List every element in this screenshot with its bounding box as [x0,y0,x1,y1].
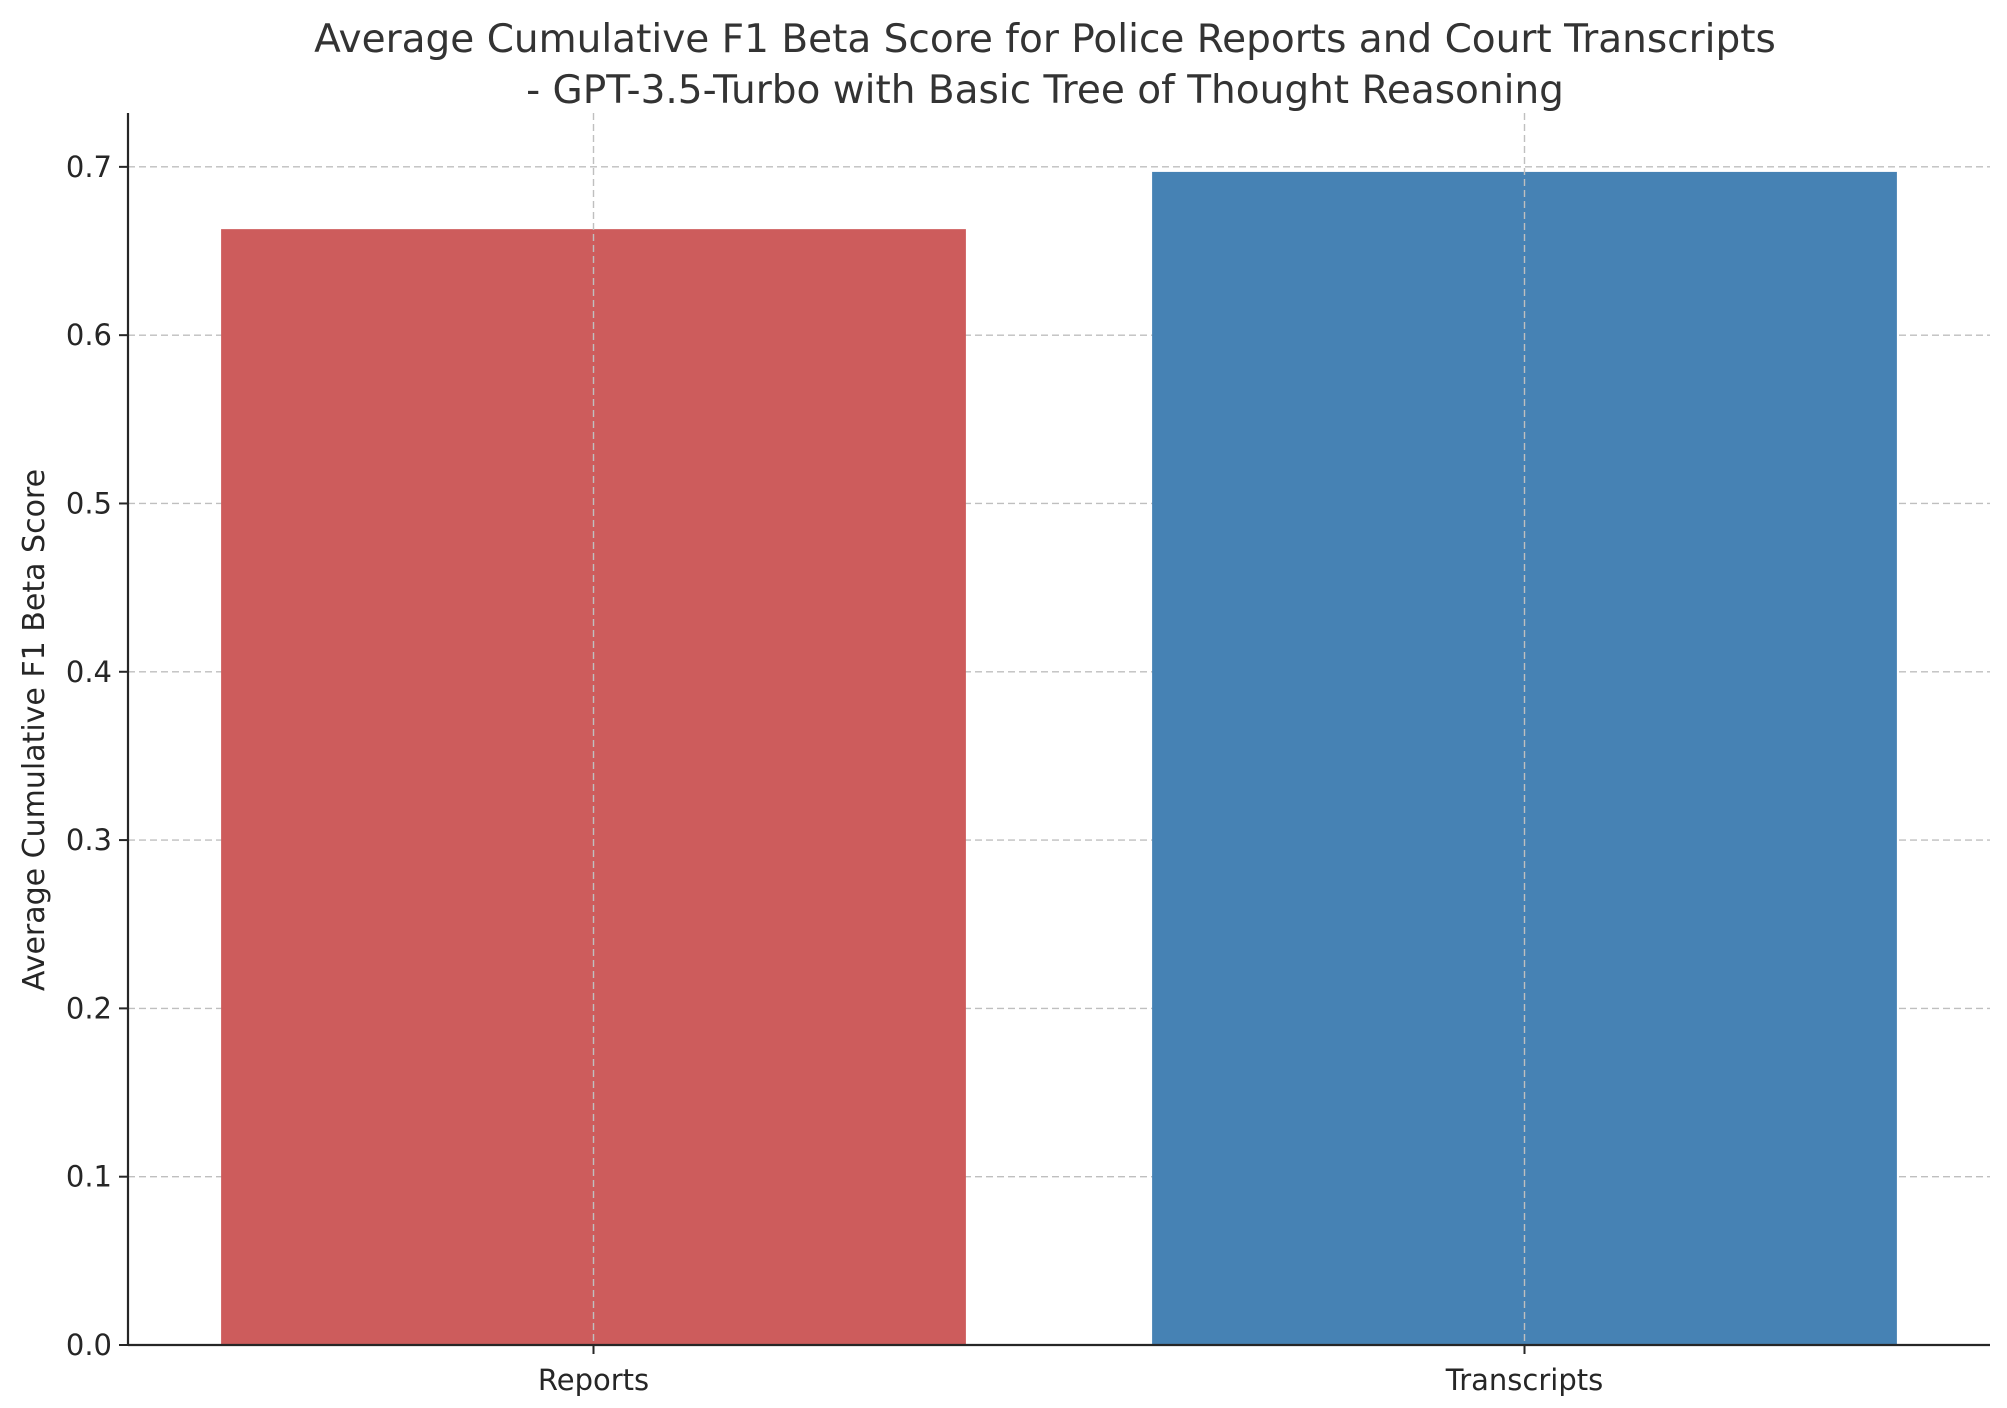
y-tick-label: 0.0 [66,1328,112,1362]
y-tick-label: 0.7 [66,150,112,184]
vertical-gridlines [592,113,1526,1345]
axes [119,113,1990,1354]
y-tick-label: 0.3 [66,823,112,857]
chart-title-line-1: Average Cumulative F1 Beta Score for Pol… [314,17,1776,62]
y-tick-label: 0.4 [66,655,112,689]
chart-title-line-2: - GPT-3.5-Turbo with Basic Tree of Thoug… [526,68,1564,113]
x-tick-label-reports: Reports [538,1363,649,1397]
tick-labels: 0.0 0.1 0.2 0.3 0.4 0.5 0.6 0.7 Reports Transcrip… [66,150,1603,1397]
y-tick-label: 0.2 [66,991,112,1025]
y-axis-label: Average Cumulative F1 Beta Score [17,469,52,991]
y-tick-label: 0.1 [66,1160,112,1194]
y-tick-label: 0.5 [66,486,112,520]
x-tick-label-transcripts: Transcripts [1445,1363,1603,1397]
y-tick-label: 0.6 [66,318,112,352]
